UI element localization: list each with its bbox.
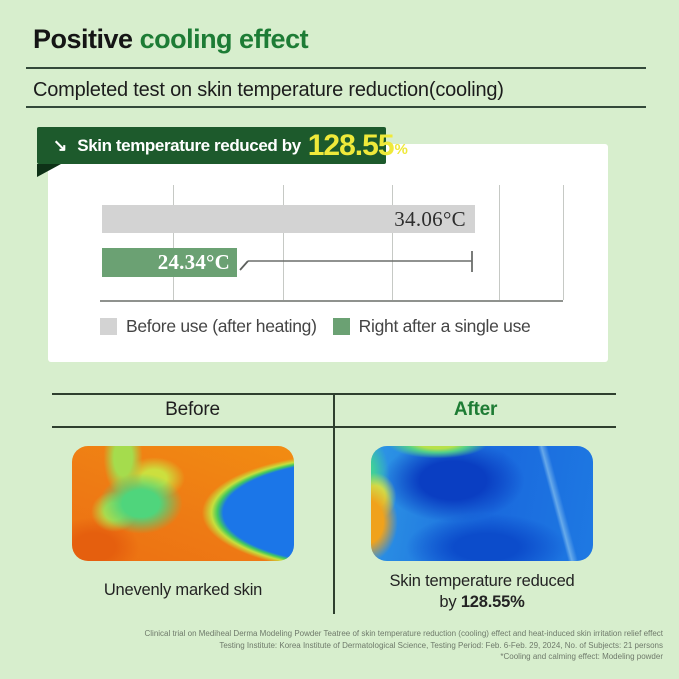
thermal-image-before [72, 446, 294, 561]
footnote-line-2: Testing Institute: Korea Institute of De… [219, 640, 663, 650]
legend-label-before: Before use (after heating) [126, 316, 317, 336]
bar-after-use: 24.34°C [102, 248, 237, 277]
after-caption-line2-prefix: by [439, 593, 457, 611]
legend-swatch-before [100, 318, 117, 335]
bar-before-use: 34.06°C [102, 205, 475, 233]
badge-label: Skin temperature reduced by [77, 135, 301, 155]
before-header: Before [165, 399, 220, 420]
legend-swatch-after [332, 318, 350, 335]
header-divider-bottom [26, 106, 646, 108]
chart-gridline [563, 185, 564, 300]
comparison-divider-vertical [333, 393, 335, 614]
after-caption-line1: Skin temperature reduced [389, 572, 575, 590]
page-title-green: cooling effect [139, 24, 309, 54]
legend-label-after: Right after a single use [358, 316, 531, 336]
chart-axis-baseline [100, 300, 563, 302]
chart-legend: Before use (after heating) Right after a… [100, 316, 531, 337]
after-caption-value: 128.55% [460, 593, 525, 611]
page-title: Positive cooling effect [33, 24, 309, 55]
thermal-image-after [371, 446, 593, 561]
chart-gridline [392, 185, 393, 300]
chart-gridline [173, 185, 174, 300]
reduction-arrow [239, 251, 473, 272]
chart-gridline [499, 185, 500, 300]
after-header: After [453, 399, 498, 420]
badge-unit: % [394, 141, 408, 158]
footnote-line-3: *Cooling and calming effect: Modeling po… [500, 652, 663, 662]
badge-value: 128.55 [307, 128, 395, 162]
arrow-down-right-icon: ↘ [53, 136, 68, 155]
footnote-line-1: Clinical trial on Mediheal Derma Modelin… [144, 629, 664, 638]
page-title-dark: Positive [33, 24, 133, 54]
result-badge: ↘ Skin temperature reduced by 128.55 % [37, 127, 408, 164]
footnotes: Clinical trial on Mediheal Derma Modelin… [145, 628, 664, 663]
header-divider-top [26, 67, 646, 69]
after-caption: Skin temperature reduced by 128.55% [356, 571, 608, 613]
bar-after-value-label: 24.34°C [157, 250, 230, 274]
before-caption: Unevenly marked skin [103, 581, 263, 599]
bar-before-value-label: 34.06°C [394, 206, 466, 231]
page-subtitle: Completed test on skin temperature reduc… [33, 79, 504, 101]
chart-gridline [283, 185, 284, 300]
